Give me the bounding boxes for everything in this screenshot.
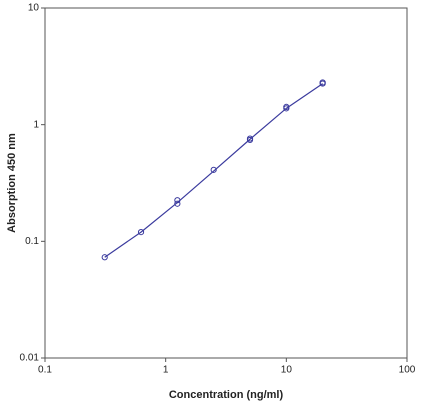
x-tick-label: 100 xyxy=(399,365,416,376)
data-point xyxy=(246,135,254,142)
x-tick-label: 1 xyxy=(163,365,169,376)
x-tick-label: 0.1 xyxy=(38,365,52,376)
fit-curve xyxy=(104,83,323,258)
plot-frame xyxy=(44,7,408,359)
y-axis-title: Absorption 450 nm xyxy=(6,133,18,233)
data-point xyxy=(101,254,108,261)
x-axis-title: Concentration (ng/ml) xyxy=(169,389,284,401)
data-point xyxy=(137,228,145,236)
data-point xyxy=(174,200,181,207)
data-point xyxy=(319,79,326,86)
y-tick-label: 10 xyxy=(28,3,40,14)
x-tick-label: 10 xyxy=(281,365,293,376)
y-tick-label: 0.01 xyxy=(20,353,40,364)
data-point xyxy=(210,166,217,173)
y-tick-label: 1 xyxy=(33,119,39,130)
y-tick-label: 0.1 xyxy=(25,236,39,247)
